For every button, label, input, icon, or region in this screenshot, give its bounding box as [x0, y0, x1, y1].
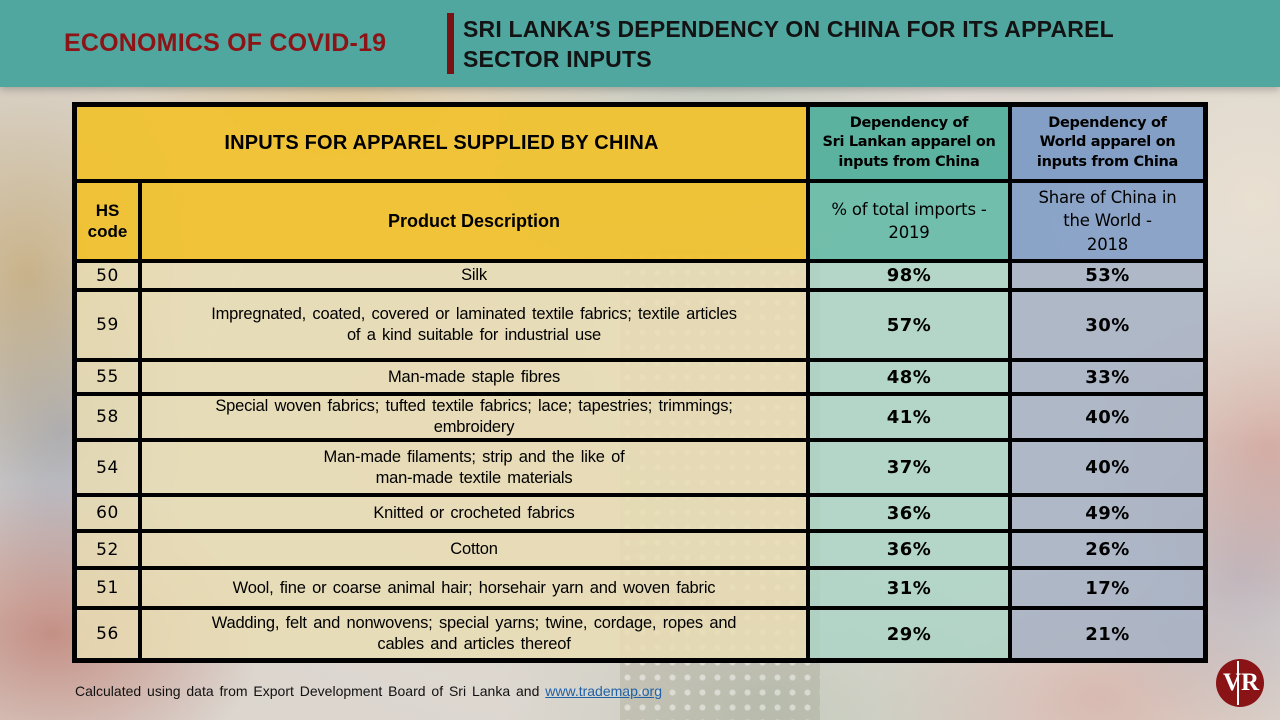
- product-description-cell: Silk: [140, 261, 808, 290]
- world-dependency-cell: 53%: [1010, 261, 1205, 290]
- sl-dependency-cell: 36%: [808, 531, 1010, 568]
- source-citation-text: Calculated using data from Export Develo…: [75, 683, 546, 699]
- world-dependency-cell: 30%: [1010, 290, 1205, 360]
- world-dependency-cell: 21%: [1010, 608, 1205, 660]
- sl-dependency-cell: 29%: [808, 608, 1010, 660]
- product-description-cell: Special woven fabrics; tufted textile fa…: [140, 394, 808, 440]
- product-description-cell: Cotton: [140, 531, 808, 568]
- product-description-cell: Impregnated, coated, covered or laminate…: [140, 290, 808, 360]
- sl-dependency-cell: 48%: [808, 360, 1010, 394]
- sl-dependency-cell: 41%: [808, 394, 1010, 440]
- hs-code-cell: 60: [75, 495, 140, 531]
- sl-dependency-cell: 37%: [808, 440, 1010, 495]
- hs-code-cell: 51: [75, 568, 140, 608]
- col-header-percent-total-imports-2019: % of total imports - 2019: [808, 181, 1010, 261]
- product-description-cell: Wadding, felt and nonwovens; special yar…: [140, 608, 808, 660]
- product-description-cell: Knitted or crocheted fabrics: [140, 495, 808, 531]
- vr-logo: V R: [1216, 659, 1264, 707]
- source-citation: Calculated using data from Export Develo…: [75, 683, 662, 699]
- banner-divider-bar: [447, 13, 454, 74]
- table-header-world-dependency: Dependency of World apparel on inputs fr…: [1010, 105, 1205, 181]
- inputs-table: INPUTS FOR APPAREL SUPPLIED BY CHINA Dep…: [72, 102, 1208, 663]
- top-banner: ECONOMICS OF COVID-19 SRI LANKA’S DEPEND…: [0, 0, 1280, 87]
- vr-logo-divider-line: [1237, 661, 1239, 705]
- vr-logo-letter-v: V: [1223, 669, 1242, 696]
- table-header-inputs-supplied-by-china: INPUTS FOR APPAREL SUPPLIED BY CHINA: [75, 105, 808, 181]
- series-brand-label: ECONOMICS OF COVID-19: [64, 29, 387, 57]
- product-description-cell: Man-made staple fibres: [140, 360, 808, 394]
- table-header-sl-dependency: Dependency of Sri Lankan apparel on inpu…: [808, 105, 1010, 181]
- sl-dependency-cell: 31%: [808, 568, 1010, 608]
- slide-title: SRI LANKA’S DEPENDENCY ON CHINA FOR ITS …: [463, 15, 1114, 72]
- world-dependency-cell: 40%: [1010, 394, 1205, 440]
- hs-code-cell: 56: [75, 608, 140, 660]
- world-dependency-cell: 49%: [1010, 495, 1205, 531]
- hs-code-cell: 55: [75, 360, 140, 394]
- product-description-cell: Man-made filaments; strip and the like o…: [140, 440, 808, 495]
- hs-code-cell: 58: [75, 394, 140, 440]
- world-dependency-cell: 17%: [1010, 568, 1205, 608]
- hs-code-cell: 52: [75, 531, 140, 568]
- product-description-cell: Wool, fine or coarse animal hair; horseh…: [140, 568, 808, 608]
- hs-code-cell: 54: [75, 440, 140, 495]
- vr-logo-letter-r: R: [1241, 669, 1260, 696]
- sl-dependency-cell: 98%: [808, 261, 1010, 290]
- col-header-share-of-china-2018: Share of China in the World - 2018: [1010, 181, 1205, 261]
- world-dependency-cell: 40%: [1010, 440, 1205, 495]
- trademap-link[interactable]: www.trademap.org: [545, 683, 662, 699]
- col-header-product-description: Product Description: [140, 181, 808, 261]
- hs-code-cell: 50: [75, 261, 140, 290]
- col-header-hs-code: HS code: [75, 181, 140, 261]
- world-dependency-cell: 33%: [1010, 360, 1205, 394]
- sl-dependency-cell: 36%: [808, 495, 1010, 531]
- world-dependency-cell: 26%: [1010, 531, 1205, 568]
- sl-dependency-cell: 57%: [808, 290, 1010, 360]
- hs-code-cell: 59: [75, 290, 140, 360]
